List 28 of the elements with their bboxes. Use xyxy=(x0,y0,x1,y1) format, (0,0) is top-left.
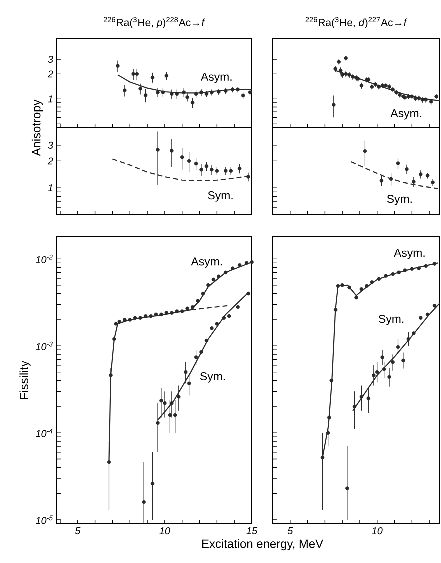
chart-title: $^{226}$Ra($^{3}$He, d)$^{227}$Ac→f xyxy=(306,17,408,29)
annotation: Sym. xyxy=(200,372,226,383)
x-tick-label: 10 xyxy=(372,528,383,535)
y-tick-label: 10$^{-5}$ xyxy=(36,516,53,524)
annotation: Sym. xyxy=(387,195,412,206)
y-tick-label: 10$^{-3}$ xyxy=(36,342,53,350)
annotation: Sym. xyxy=(379,315,404,326)
annotation: Asym. xyxy=(191,258,222,268)
annotation: Asym. xyxy=(390,110,422,120)
chart-title: $^{226}$Ra($^{3}$He, p)$^{228}$Ac→f xyxy=(104,17,206,28)
annotation: Sym. xyxy=(208,192,233,202)
x-tick-label: 10 xyxy=(160,528,170,535)
x-tick-label: 5 xyxy=(288,528,294,534)
y-tick-label: 2 xyxy=(48,158,54,165)
y-axis-title: Anisotropy xyxy=(32,100,44,156)
x-axis-title: Excitation energy, MeV xyxy=(202,539,324,551)
y-tick-label: 1 xyxy=(48,184,53,192)
y-tick-label: 3 xyxy=(48,56,54,64)
annotation: Asym. xyxy=(201,73,232,84)
x-tick-label: 15 xyxy=(246,528,258,534)
annotation: Asym. xyxy=(394,249,425,260)
y-tick-label: 10$^{-2}$ xyxy=(36,254,53,264)
y-tick-label: 3 xyxy=(48,142,54,149)
y-tick-label: 1 xyxy=(48,96,53,103)
y-axis-title: Fissility xyxy=(20,360,31,400)
x-tick-label: 5 xyxy=(75,528,81,534)
y-tick-label: 2 xyxy=(48,70,54,78)
y-tick-label: 10$^{-4}$ xyxy=(36,428,53,438)
